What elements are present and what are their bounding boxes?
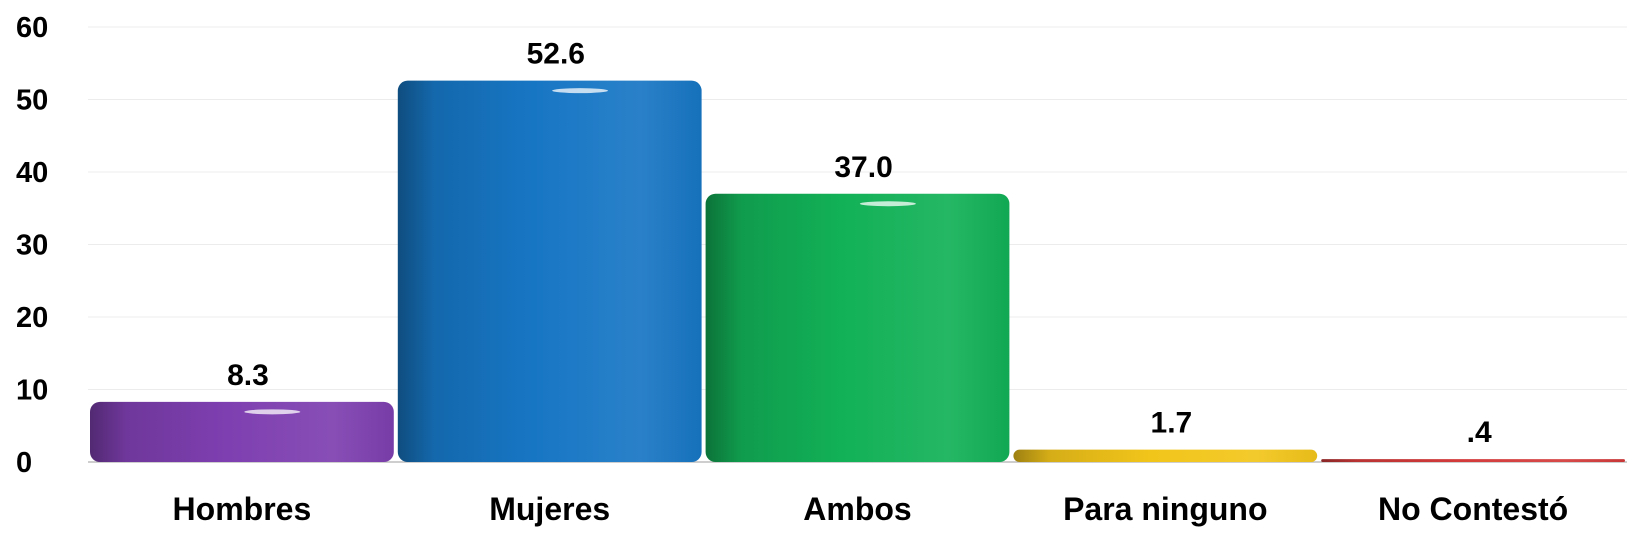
data-label: 8.3 <box>227 359 269 392</box>
bars-layer <box>90 80 1625 463</box>
data-label: 37.0 <box>834 151 892 184</box>
y-tick-label: 10 <box>16 375 48 407</box>
bar-mujeres <box>397 80 702 463</box>
y-tick-label: 30 <box>16 230 48 262</box>
bar <box>1013 449 1318 462</box>
bar-hombres <box>90 401 394 462</box>
bar <box>397 80 702 463</box>
bar-para-ninguno <box>1013 449 1318 462</box>
bar <box>1321 459 1625 462</box>
labels-layer: 8.3 Hombres 52.6 Mujeres 37.0 Ambos 1.7 Para ni… <box>173 38 1569 527</box>
y-tick-label: 20 <box>16 302 48 334</box>
bar-highlight <box>859 201 916 207</box>
y-tick-label: 50 <box>16 85 48 117</box>
x-tick-label: Mujeres <box>489 491 610 527</box>
y-tick-label: 40 <box>16 157 48 189</box>
data-label: 1.7 <box>1151 407 1193 440</box>
bar-highlight <box>552 88 609 94</box>
bar-no-contestó <box>1321 459 1625 462</box>
data-label: 52.6 <box>527 38 585 71</box>
x-tick-label: Ambos <box>803 491 911 527</box>
bar <box>90 401 394 462</box>
y-tick-label: 0 <box>16 447 32 479</box>
bar-highlight <box>244 409 301 415</box>
x-tick-label: No Contestó <box>1378 491 1568 527</box>
x-tick-label: Hombres <box>173 491 312 527</box>
bar-ambos <box>705 193 1010 462</box>
bar <box>705 193 1010 462</box>
y-tick-label: 60 <box>16 12 48 44</box>
x-tick-label: Para ninguno <box>1063 491 1267 527</box>
data-label: .4 <box>1467 416 1492 449</box>
